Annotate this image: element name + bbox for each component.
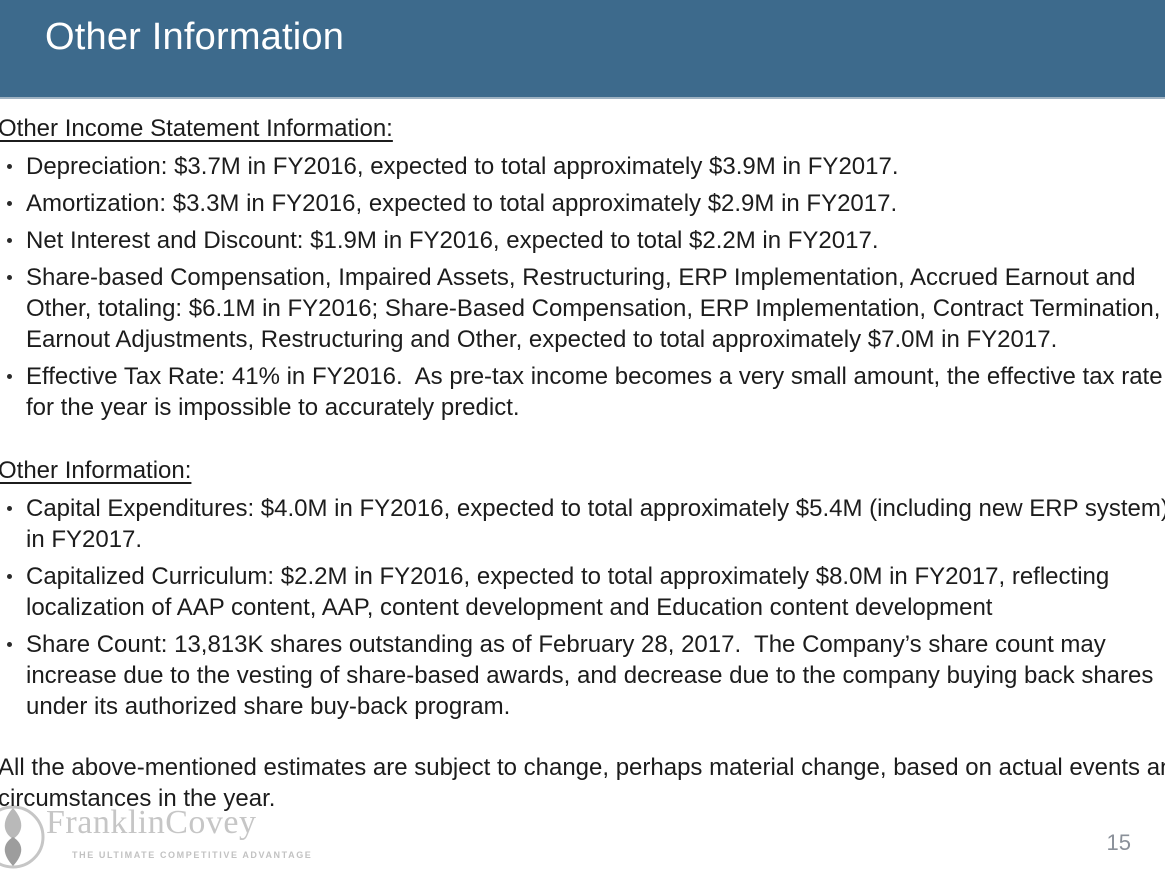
bullet-capital-expenditures: Capital Expenditures: $4.0M in FY2016, e… bbox=[0, 493, 1165, 555]
page-number: 15 bbox=[1106, 830, 1131, 855]
bullet-dot bbox=[7, 506, 12, 511]
bullet-dot bbox=[7, 164, 12, 169]
bullet-effective-tax-rate: Effective Tax Rate: 41% in FY2016. As pr… bbox=[0, 361, 1165, 423]
section-heading-income-statement: Other Income Statement Information: bbox=[0, 115, 393, 142]
bullet-share-based-compensation: Share-based Compensation, Impaired Asset… bbox=[0, 262, 1165, 355]
logo-tagline: THE ULTIMATE COMPETITIVE ADVANTAGE bbox=[72, 850, 313, 860]
section-heading-other-information: Other Information: bbox=[0, 457, 192, 484]
bullet-net-interest: Net Interest and Discount: $1.9M in FY20… bbox=[0, 225, 1165, 256]
bullet-dot bbox=[7, 574, 12, 579]
bullet-share-count: Share Count: 13,813K shares outstanding … bbox=[0, 629, 1165, 722]
income-statement-bullet-list: Depreciation: $3.7M in FY2016, expected … bbox=[0, 151, 1165, 423]
slide-header-bar: Other Information bbox=[0, 0, 1165, 99]
other-information-bullet-list: Capital Expenditures: $4.0M in FY2016, e… bbox=[0, 493, 1165, 722]
bullet-depreciation: Depreciation: $3.7M in FY2016, expected … bbox=[0, 151, 1165, 182]
bullet-dot bbox=[7, 374, 12, 379]
franklincovey-compass-icon bbox=[0, 802, 48, 869]
bullet-dot bbox=[7, 201, 12, 206]
logo-wordmark: FranklinCovey bbox=[46, 804, 257, 841]
bullet-amortization: Amortization: $3.3M in FY2016, expected … bbox=[0, 188, 1165, 219]
slide-body: Other Income Statement Information: Depr… bbox=[0, 99, 1165, 814]
bullet-dot bbox=[7, 238, 12, 243]
disclaimer-note: All the above-mentioned estimates are su… bbox=[0, 754, 1165, 812]
bullet-dot bbox=[7, 275, 12, 280]
bullet-dot bbox=[7, 642, 12, 647]
slide-title: Other Information bbox=[45, 16, 345, 58]
bullet-capitalized-curriculum: Capitalized Curriculum: $2.2M in FY2016,… bbox=[0, 561, 1165, 623]
